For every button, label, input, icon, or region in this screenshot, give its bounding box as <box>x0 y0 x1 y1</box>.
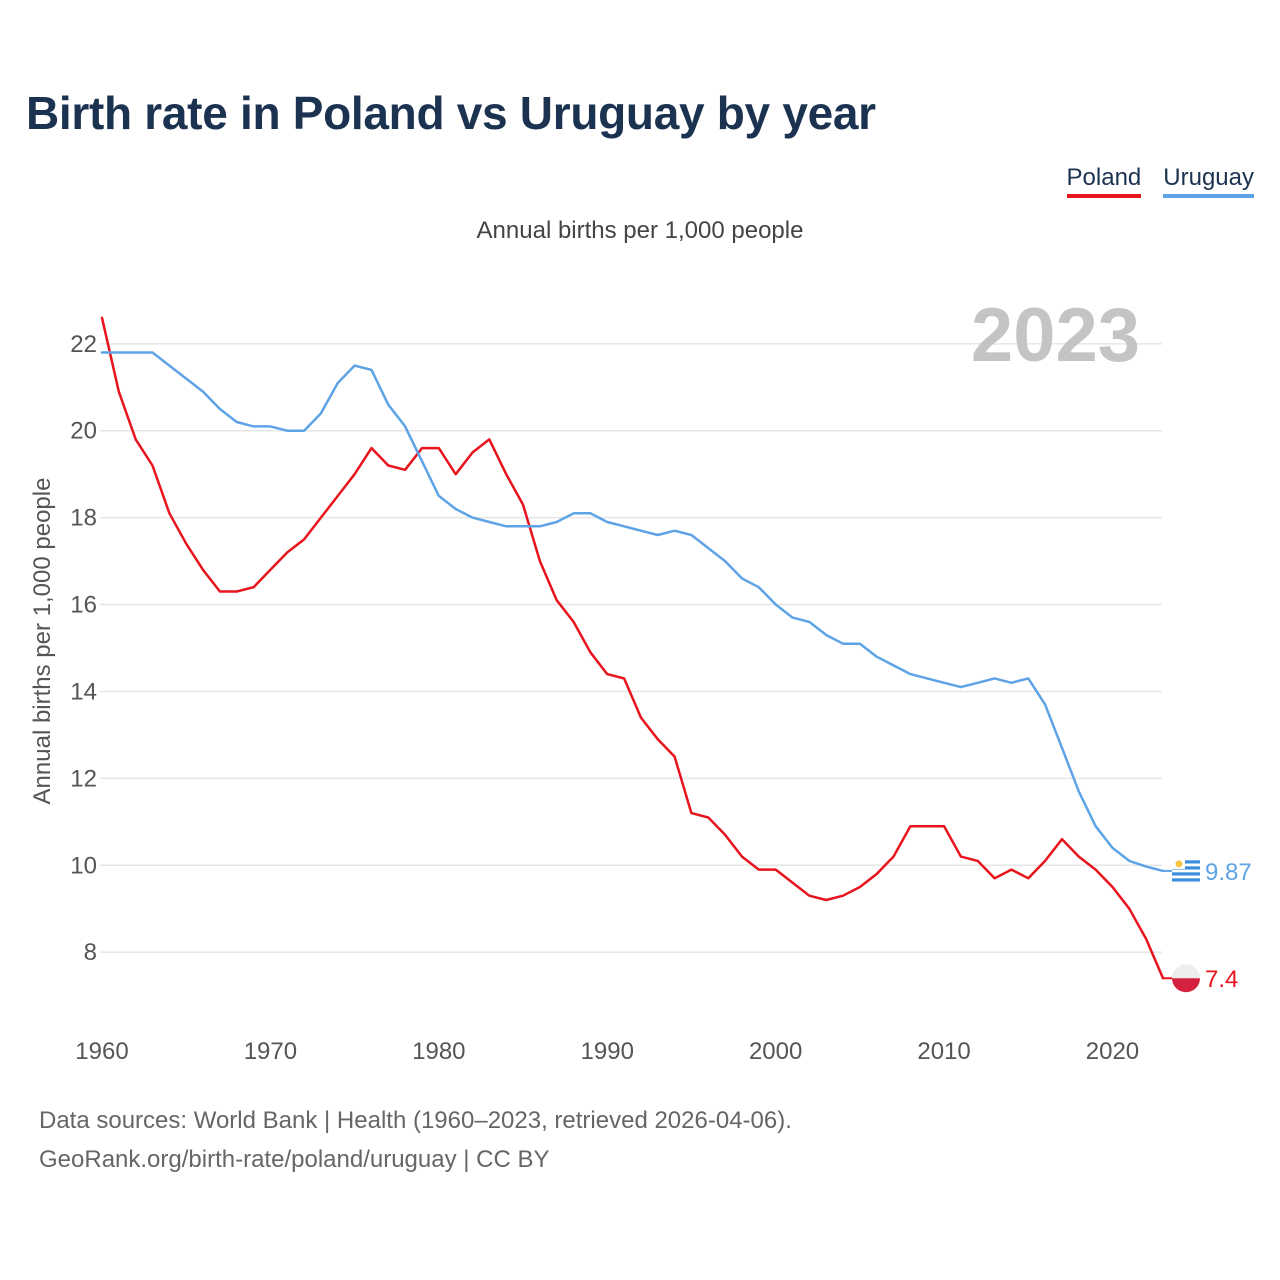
y-tick-label-8: 8 <box>84 939 97 966</box>
end-label-poland: 7.4 <box>1205 966 1238 993</box>
x-tick-label-1970: 1970 <box>244 1038 297 1065</box>
x-tick-label-2010: 2010 <box>917 1038 970 1065</box>
end-label-uruguay: 9.87 <box>1205 859 1252 886</box>
source-text: Data sources: World Bank | Health (1960–… <box>39 1107 792 1134</box>
y-tick-label-18: 18 <box>70 505 97 532</box>
chart-title: Birth rate in Poland vs Uruguay by year <box>26 87 876 139</box>
series-layer <box>100 316 1165 980</box>
grid-layer <box>100 343 1162 953</box>
series-line-poland <box>100 316 1165 980</box>
y-tick-label-16: 16 <box>70 592 97 619</box>
year-watermark: 2023 <box>971 293 1140 378</box>
series-line-uruguay <box>100 351 1165 873</box>
flag-poland-icon <box>1172 964 1200 993</box>
y-tick-label-14: 14 <box>70 678 97 705</box>
flag-uruguay-icon <box>1172 856 1200 885</box>
y-axis-ticks: 8 10 12 14 16 18 20 22 <box>70 331 97 966</box>
y-tick-label-12: 12 <box>70 765 97 792</box>
end-labels: 7.4 9.87 <box>1163 856 1252 993</box>
y-tick-label-10: 10 <box>70 852 97 879</box>
x-tick-label-2020: 2020 <box>1086 1038 1139 1065</box>
legend-item-uruguay[interactable]: Uruguay <box>1163 164 1254 198</box>
chart-subtitle: Annual births per 1,000 people <box>476 217 804 244</box>
x-tick-label-1980: 1980 <box>412 1038 465 1065</box>
legend: Poland Uruguay <box>1066 164 1254 198</box>
legend-item-poland[interactable]: Poland <box>1066 164 1142 198</box>
y-axis-label: Annual births per 1,000 people <box>29 478 56 805</box>
y-tick-label-22: 22 <box>70 331 97 358</box>
x-tick-label-2000: 2000 <box>749 1038 802 1065</box>
x-tick-label-1960: 1960 <box>75 1038 128 1065</box>
x-axis-ticks: 1960 1970 1980 1990 2000 2010 2020 <box>75 1038 1139 1065</box>
y-tick-label-20: 20 <box>70 418 97 445</box>
x-tick-label-1990: 1990 <box>581 1038 634 1065</box>
source-url: GeoRank.org/birth-rate/poland/uruguay | … <box>39 1146 550 1173</box>
